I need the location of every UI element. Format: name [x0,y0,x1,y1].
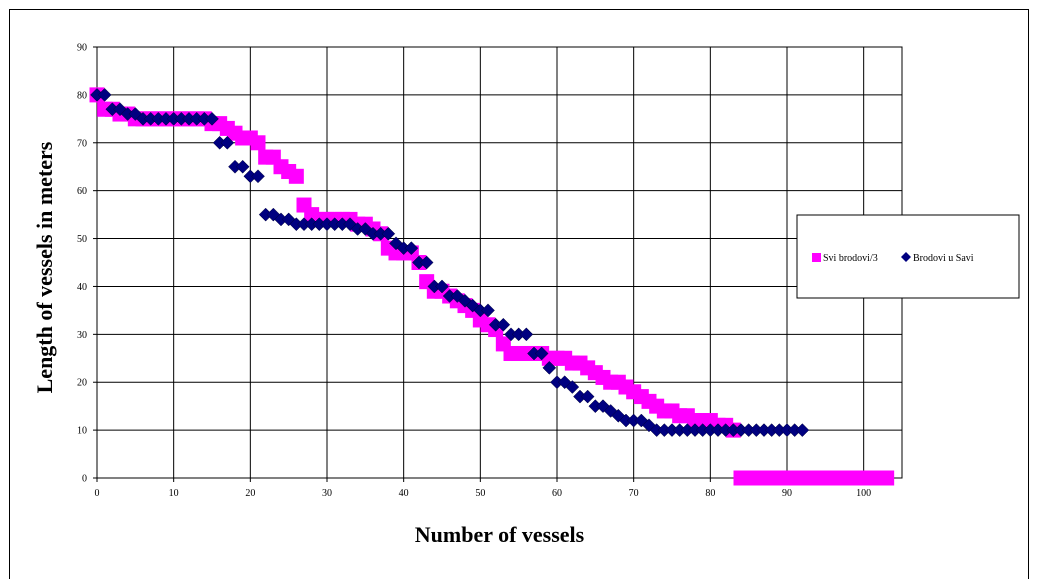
data-point-diamond [97,88,112,102]
x-tick-label: 60 [552,488,562,499]
y-tick-label: 10 [77,426,87,437]
x-axis-title: Number of vessels [415,522,585,547]
x-tick-label: 70 [629,488,639,499]
data-point-diamond [542,361,557,375]
data-point-diamond [534,346,549,361]
plot-area [97,47,902,478]
x-tick-label: 40 [399,488,409,499]
x-tick-label: 30 [322,488,332,499]
data-point-diamond [481,303,495,318]
x-tick-label: 80 [705,488,715,499]
legend-label: Svi brodovi/3 [823,253,878,264]
data-point-square [250,135,266,151]
series-brodovi-u-savi [90,88,810,437]
y-tick-label: 60 [77,186,87,197]
tick-labels: 0 10 20 30 40 50 60 70 80 90 100 0 10 20 30 40 50 60 70 80 9… [77,43,871,500]
y-tick-label: 0 [82,474,87,485]
y-tick-label: 30 [77,330,87,341]
y-tick-label: 70 [77,138,87,149]
y-tick-label: 90 [77,43,87,54]
data-point-diamond [580,389,595,404]
x-tick-label: 100 [856,488,871,499]
x-tick-label: 90 [782,488,792,499]
x-tick-label: 20 [245,488,255,499]
legend: Svi brodovi/3 Brodovi u Savi [796,214,1020,299]
x-tick-label: 10 [169,488,179,499]
legend-label: Brodovi u Savi [913,253,974,264]
y-tick-label: 40 [77,282,87,293]
series-layer [89,87,895,486]
y-tick-label: 50 [77,234,87,245]
y-axis-title: Length of vessels in meters [32,141,57,393]
data-point-diamond [220,135,235,150]
legend-marker-square [812,253,821,262]
y-tick-label: 80 [77,90,87,101]
data-point-diamond [435,279,449,294]
data-point-diamond [381,226,396,241]
data-point-diamond [496,317,511,332]
y-tick-label: 20 [77,378,87,389]
x-tick-label: 0 [95,488,100,499]
data-point-diamond [795,423,810,437]
data-point-diamond [565,380,580,394]
data-point-diamond [205,111,219,126]
data-point-diamond [235,159,250,174]
data-point-square [879,470,895,486]
plot-background [97,47,902,478]
legend-marker-diamond [901,252,911,262]
data-point-diamond [251,169,265,184]
x-tick-label: 50 [475,488,485,499]
data-point-diamond [519,327,534,342]
data-point-diamond [404,241,419,255]
data-point-diamond [419,255,434,270]
data-point-square [288,168,304,184]
